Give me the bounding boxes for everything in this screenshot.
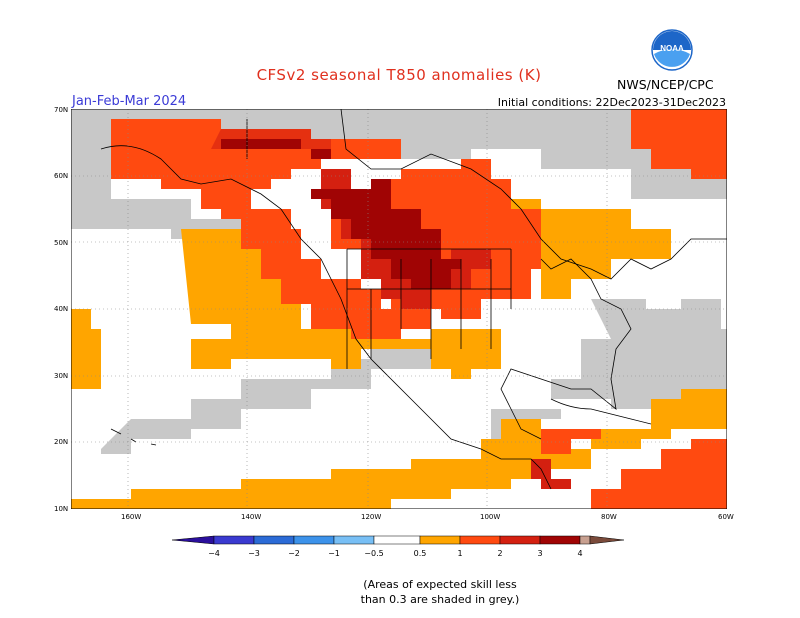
chart-title: CFSv2 seasonal T850 anomalies (K) [256,66,542,84]
agency-label: NWS/NCEP/CPC [617,77,714,92]
legend-label-2: 2 [497,549,502,558]
swatch-2-3 [499,535,541,545]
legend-label-m1: −1 [328,549,340,558]
anomaly-3-4 [201,139,461,289]
legend-label-m0p5: −0.5 [364,549,383,558]
legend-label-m4: −4 [208,549,220,558]
legend-label-3: 3 [537,549,542,558]
noaa-logo: NOAA [651,29,693,71]
lat-label-10n: 10N [54,505,69,513]
lon-label-80w: 80W [601,513,617,521]
skill-note-line1: (Areas of expected skill less [363,578,517,591]
colorbar-arrow-right [589,535,625,545]
forecast-period: Jan-Feb-Mar 2024 [72,94,187,109]
swatch-m1-m0p5 [333,535,375,545]
lon-label-140w: 140W [241,513,262,521]
swatch-m3-m2 [253,535,295,545]
lon-label-100w: 100W [480,513,501,521]
colorbar-legend: −4 −3 −2 −1 −0.5 0.5 1 2 3 4 [172,535,625,558]
swatch-0p5-1 [419,535,461,545]
anomaly-0p5-1 [71,199,727,509]
graticule [71,109,727,509]
skill-note: (Areas of expected skill less than 0.3 a… [0,577,800,607]
lon-label-60w: 60W [718,513,734,521]
swatch-m4-m3 [213,535,255,545]
lat-label-40n: 40N [54,305,69,313]
coastlines [100,109,727,490]
lat-label-70n: 70N [54,106,69,114]
swatch-1-2 [459,535,501,545]
legend-label-m3: −3 [248,549,260,558]
skill-note-line2: than 0.3 are shaded in grey.) [360,593,520,606]
lat-label-30n: 30N [54,372,69,380]
legend-label-4: 4 [577,549,582,558]
legend-label-1: 1 [457,549,462,558]
initial-conditions: Initial conditions: 22Dec2023-31Dec2023 [497,96,726,109]
swatch-m2-m1 [293,535,335,545]
legend-label-m2: −2 [288,549,300,558]
swatch-neutral [373,535,421,545]
lat-label-50n: 50N [54,239,69,247]
lon-label-160w: 160W [121,513,142,521]
swatch-4-5 [579,535,591,545]
low-skill-areas [71,109,727,454]
legend-label-0p5: 0.5 [414,549,427,558]
lat-label-60n: 60N [54,172,69,180]
colorbar-arrow-left [172,535,215,545]
svg-text:NOAA: NOAA [660,44,684,53]
anomaly-map [71,109,727,509]
lat-label-20n: 20N [54,438,69,446]
swatch-3-4 [539,535,581,545]
lon-label-120w: 120W [361,513,382,521]
